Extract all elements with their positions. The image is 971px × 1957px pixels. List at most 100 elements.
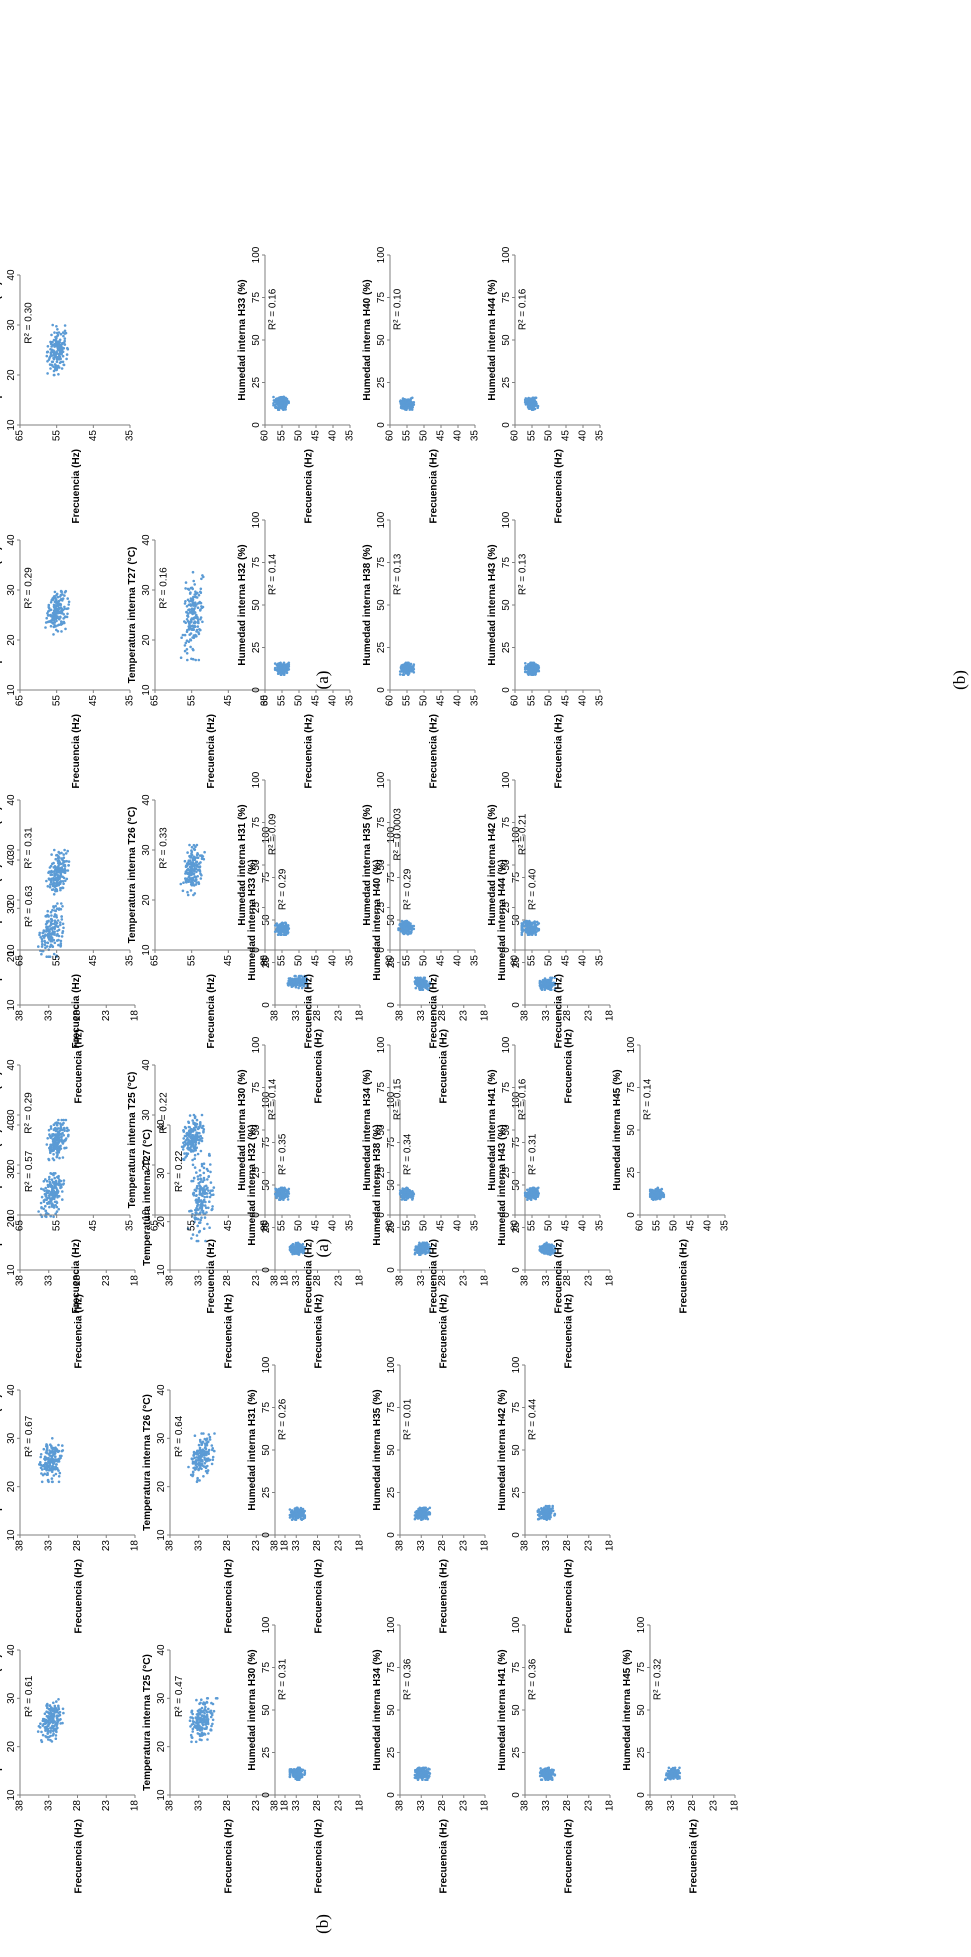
scatter-point: [53, 849, 56, 852]
scatter-point: [51, 888, 54, 891]
scatter-point: [51, 1191, 54, 1194]
scatter-point: [45, 1705, 48, 1708]
x-tick-label: 10: [141, 684, 152, 696]
scatter-point: [51, 937, 54, 940]
scatter-point: [541, 988, 544, 991]
scatter-point: [46, 1466, 49, 1469]
scatter-point: [67, 864, 70, 867]
x-tick-label: 10: [141, 1209, 152, 1221]
y-tick-label: 33: [43, 1800, 54, 1812]
y-axis-title: Frecuencia (Hz): [564, 1559, 575, 1633]
scatter-point: [62, 1119, 65, 1122]
scatter-point: [543, 981, 546, 984]
scatter-point: [58, 603, 61, 606]
scatter-point: [60, 857, 63, 860]
scatter-point: [60, 940, 63, 943]
r-squared-annotation: R² = 0.29: [402, 868, 413, 910]
scatter-point: [184, 602, 187, 605]
scatter-point: [196, 844, 199, 847]
scatter-point: [213, 1432, 216, 1435]
scatter-point: [44, 944, 47, 947]
scatter-point: [41, 1741, 44, 1744]
x-tick-label: 10: [156, 1529, 167, 1541]
scatter-point: [203, 1179, 206, 1182]
scatter-point: [205, 1439, 208, 1442]
scatter-point: [186, 869, 189, 872]
scatter-point: [428, 1768, 431, 1771]
scatter-point: [183, 1152, 186, 1155]
y-tick-label: 33: [291, 1800, 302, 1812]
scatter-point: [300, 1507, 303, 1510]
scatter-point: [44, 941, 47, 944]
scatter-point: [49, 874, 52, 877]
y-tick-label: 33: [666, 1800, 677, 1812]
x-axis-title: Temperatura interna T25 (°C): [127, 1072, 138, 1209]
scatter-point: [289, 1772, 292, 1775]
y-axis-title: Frecuencia (Hz): [564, 1294, 575, 1368]
scatter-point: [55, 1473, 58, 1476]
scatter-point: [200, 1178, 203, 1181]
x-tick-label: 10: [6, 1209, 17, 1221]
scatter-point: [56, 1192, 59, 1195]
scatter-point: [57, 1444, 60, 1447]
scatter-point: [208, 1433, 211, 1436]
x-tick-label: 100: [261, 1616, 272, 1633]
scatter-point: [55, 1737, 58, 1740]
scatter-point: [198, 1462, 201, 1465]
scatter-point: [55, 1136, 58, 1139]
scatter-point: [296, 1250, 299, 1253]
scatter-point: [54, 919, 57, 922]
scatter-point: [42, 1734, 45, 1737]
scatter-point: [202, 1210, 205, 1213]
scatter-point: [671, 1773, 674, 1776]
y-tick-label: 23: [583, 1800, 594, 1812]
scatter-point: [193, 872, 196, 875]
scatter-point: [202, 1130, 205, 1133]
y-tick-label: 23: [251, 1275, 262, 1287]
x-tick-label: 10: [6, 684, 17, 696]
scatter-point: [51, 1725, 54, 1728]
scatter-point: [50, 1729, 53, 1732]
scatter-point: [53, 1196, 56, 1199]
scatter-point: [201, 1714, 204, 1717]
x-tick-label: 30: [156, 1692, 167, 1704]
scatter-point: [191, 865, 194, 868]
x-tick-label: 0: [386, 1792, 397, 1798]
y-tick-label: 45: [223, 955, 234, 967]
scatter-point: [188, 870, 191, 873]
scatter-point: [194, 892, 197, 895]
scatter-point: [46, 1446, 49, 1449]
x-tick-label: 0: [261, 1792, 272, 1798]
scatter-point: [39, 1722, 42, 1725]
scatter-point: [187, 1466, 190, 1469]
scatter-point: [60, 1135, 63, 1138]
scatter-point: [199, 1191, 202, 1194]
scatter-point: [57, 1706, 60, 1709]
scatter-point: [547, 1246, 550, 1249]
y-tick-label: 23: [708, 1800, 719, 1812]
scatter-point: [668, 1767, 671, 1770]
scatter-point: [292, 1251, 295, 1254]
scatter-point: [56, 1206, 59, 1209]
scatter-point: [51, 619, 54, 622]
scatter-point: [66, 1127, 69, 1130]
x-tick-label: 25: [386, 1487, 397, 1499]
x-tick-label: 75: [261, 1137, 272, 1149]
scatter-point: [304, 1770, 307, 1773]
y-tick-label: 28: [312, 1540, 323, 1552]
y-tick-label: 18: [605, 1540, 616, 1552]
scatter-point: [201, 621, 204, 624]
y-axis-title: Frecuencia (Hz): [74, 1819, 85, 1893]
scatter-point: [64, 871, 67, 874]
scatter-point: [206, 1738, 209, 1741]
x-tick-label: 50: [511, 914, 522, 926]
scatter-point: [49, 1711, 52, 1714]
scatter-point: [53, 1147, 56, 1150]
scatter-point: [204, 1708, 207, 1711]
scatter-point: [198, 1142, 201, 1145]
scatter-point: [190, 862, 193, 865]
scatter-point: [205, 1211, 208, 1214]
scatter-point: [60, 590, 63, 593]
scatter-point: [549, 1772, 552, 1775]
scatter-point: [209, 1438, 212, 1441]
